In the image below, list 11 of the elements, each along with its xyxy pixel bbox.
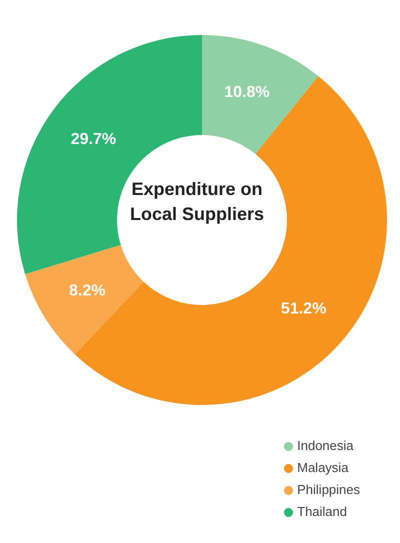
legend-label: Philippines bbox=[297, 482, 360, 497]
data-label: 8.2% bbox=[69, 282, 106, 300]
data-label: 29.7% bbox=[70, 131, 116, 148]
text: Expenditure on Local Suppliers bbox=[128, 178, 266, 226]
legend-label: Malaysia bbox=[297, 460, 348, 475]
data-label: 51.2% bbox=[280, 300, 326, 318]
donut-slice bbox=[25, 244, 144, 354]
donut-slice bbox=[202, 35, 318, 154]
legend-label: Thailand bbox=[297, 504, 347, 519]
legend-label: Indonesia bbox=[297, 438, 354, 453]
data-label: 10.8% bbox=[224, 84, 270, 102]
